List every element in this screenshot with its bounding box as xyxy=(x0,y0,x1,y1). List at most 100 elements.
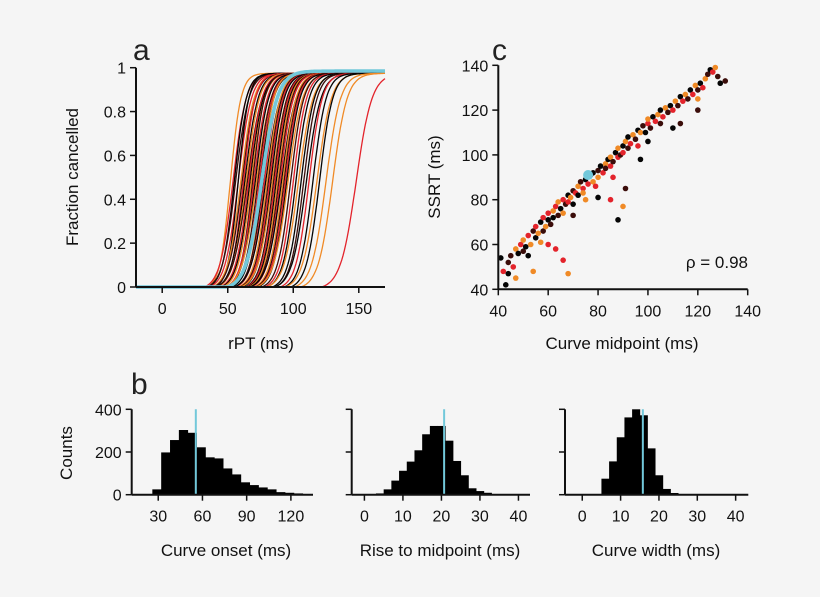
scatter-point xyxy=(595,174,601,181)
panel-c-y-tick-label: 120 xyxy=(462,103,489,120)
scatter-point xyxy=(620,203,626,210)
hist-1-x-tick-label: 120 xyxy=(278,509,305,526)
scatter-point xyxy=(672,98,679,104)
panel-c-xlabel: Curve midpoint (ms) xyxy=(545,334,698,353)
panel-a-y-tick-label: 0 xyxy=(117,280,126,297)
hist-ylabel: Counts xyxy=(57,426,76,480)
scatter-point xyxy=(697,80,704,87)
scatter-point xyxy=(622,185,629,192)
scatter-group xyxy=(497,64,729,288)
panel-c-y-tick-label: 80 xyxy=(471,193,489,210)
scatter-point xyxy=(702,75,709,82)
scatter-point xyxy=(575,183,581,190)
scatter-point xyxy=(565,270,571,277)
scatter-point xyxy=(650,114,656,120)
scatter-point xyxy=(512,246,519,252)
scatter-point xyxy=(545,210,551,216)
hist-2-bar xyxy=(437,425,446,495)
panel-c-y-tick-label: 140 xyxy=(462,58,489,75)
scatter-point xyxy=(570,212,576,219)
hist-1-bar xyxy=(240,482,251,495)
hist-1-bar xyxy=(267,489,277,495)
panel-a-y-tick-label: 1 xyxy=(117,61,126,78)
scatter-point xyxy=(620,149,626,156)
scatter-point xyxy=(630,131,636,138)
scatter-point xyxy=(652,118,659,125)
hist-2-x-tick-label: 20 xyxy=(433,509,451,526)
scatter-point xyxy=(635,143,641,149)
hist-2-bar xyxy=(429,425,438,495)
hist-2-bar xyxy=(422,434,431,495)
scatter-point xyxy=(527,241,534,248)
scatter-point xyxy=(695,96,701,102)
hist-3-bars xyxy=(593,409,687,495)
hist-1-y-tick-label: 400 xyxy=(95,402,122,419)
scatter-point xyxy=(497,255,504,261)
scatter-point xyxy=(645,120,651,127)
scatter-point xyxy=(547,221,554,228)
scatter-point xyxy=(505,270,512,277)
scatter-point xyxy=(515,250,522,257)
scatter-point xyxy=(535,230,542,237)
scatter-point xyxy=(722,78,729,84)
scatter-point xyxy=(632,136,639,143)
scatter-point xyxy=(555,199,561,205)
correlation-annotation: ρ = 0.98 xyxy=(686,253,748,272)
panel-c-y-tick-label: 40 xyxy=(471,282,489,299)
hist-3-axes: 0 10 20 30 40 xyxy=(559,408,749,526)
panel-a-x-tick-label: 0 xyxy=(158,301,167,318)
hist-2-bars xyxy=(375,409,492,495)
scatter-point xyxy=(602,161,609,167)
scatter-point xyxy=(600,170,606,176)
hist-onset-xlabel: Curve onset (ms) xyxy=(161,541,291,560)
scatter-point xyxy=(557,205,564,212)
hist-1-bars xyxy=(152,409,304,495)
scatter-point xyxy=(577,178,584,185)
hist-1-bar xyxy=(276,492,286,495)
scatter-point xyxy=(550,208,556,214)
hist-1-bar xyxy=(249,485,259,495)
panel-c-x-tick-label: 100 xyxy=(635,303,662,320)
scatter-point xyxy=(607,196,614,203)
scatter-point xyxy=(560,257,566,263)
hist-3-bar xyxy=(609,461,618,495)
scatter-point xyxy=(510,264,517,270)
hist-2-bar xyxy=(476,491,485,495)
scatter-point xyxy=(625,134,631,140)
scatter-point xyxy=(525,232,532,239)
scatter-point xyxy=(637,129,644,136)
panel-a-ylabel: Fraction cancelled xyxy=(63,108,82,246)
curves-group xyxy=(136,69,386,289)
scatter-point xyxy=(602,165,609,172)
scatter-point xyxy=(692,82,699,89)
scatter-point xyxy=(580,185,586,192)
scatter-point xyxy=(667,102,674,109)
scatter-point xyxy=(560,210,566,216)
scatter-point xyxy=(500,268,507,275)
hist-3-bar xyxy=(624,417,633,495)
scatter-point xyxy=(690,91,696,98)
scatter-point xyxy=(717,80,724,87)
scatter-point xyxy=(645,116,651,122)
hist-3-bar xyxy=(662,488,671,495)
scatter-point xyxy=(677,93,684,100)
panel-letter-b: b xyxy=(131,368,148,401)
scatter-point xyxy=(675,102,681,109)
scatter-point xyxy=(565,199,571,205)
hist-3-x-tick-label: 30 xyxy=(688,509,706,526)
scatter-point xyxy=(540,214,546,221)
hist-1-x-tick-label: 60 xyxy=(194,509,212,526)
hist-1-axes: 30 60 90 120 0 200 400 xyxy=(95,402,313,526)
scatter-point xyxy=(627,140,634,147)
scatter-point xyxy=(637,156,644,163)
scatter-point xyxy=(545,241,551,248)
hist-1-bar xyxy=(161,452,171,495)
scatter-point xyxy=(655,111,661,118)
scatter-point xyxy=(682,91,689,98)
scatter-point xyxy=(570,201,576,207)
scatter-point xyxy=(665,109,671,116)
hist-3-x-tick-label: 20 xyxy=(650,509,668,526)
hist-3-bar xyxy=(616,437,625,495)
panel-a-y-tick-label: 0.6 xyxy=(104,148,126,165)
